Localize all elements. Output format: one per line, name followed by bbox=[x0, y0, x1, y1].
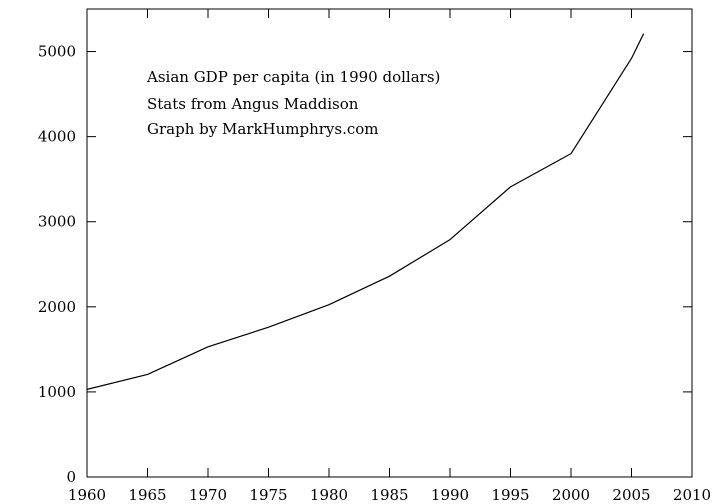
x-tick-label: 2000 bbox=[552, 486, 590, 504]
annotation-line-3: Graph by MarkHumphrys.com bbox=[147, 120, 379, 138]
annotation-line-1: Asian GDP per capita (in 1990 dollars) bbox=[146, 68, 440, 86]
x-tick-label: 1965 bbox=[128, 486, 166, 504]
x-tick-label: 1975 bbox=[249, 486, 287, 504]
y-tick-label: 5000 bbox=[38, 43, 76, 61]
y-tick-label: 0 bbox=[66, 468, 76, 486]
y-tick-label: 2000 bbox=[38, 298, 76, 316]
annotation-block: Asian GDP per capita (in 1990 dollars) S… bbox=[146, 68, 440, 138]
y-tick-label: 1000 bbox=[38, 383, 76, 401]
series-layer bbox=[86, 33, 645, 390]
x-tick-label: 1995 bbox=[491, 486, 529, 504]
x-tick-label: 2010 bbox=[673, 486, 711, 504]
x-tick-label: 1980 bbox=[310, 486, 348, 504]
x-tick-label: 1970 bbox=[189, 486, 227, 504]
annotation-line-2: Stats from Angus Maddison bbox=[147, 95, 359, 113]
x-tick-label: 1960 bbox=[68, 486, 106, 504]
x-tick-label: 1985 bbox=[370, 486, 408, 504]
x-tick-label: 2005 bbox=[612, 486, 650, 504]
y-axis-tick-labels: 0 1000 2000 3000 4000 5000 bbox=[38, 43, 76, 486]
x-axis-ticks bbox=[86, 9, 693, 477]
x-axis-tick-labels: 1960 1965 1970 1975 1980 1985 1990 1995 2000 2005… bbox=[68, 486, 711, 504]
x-tick-label: 1990 bbox=[431, 486, 469, 504]
series-line bbox=[86, 33, 645, 390]
y-tick-label: 4000 bbox=[38, 128, 76, 146]
y-tick-label: 3000 bbox=[38, 213, 76, 231]
y-axis-ticks bbox=[87, 51, 692, 478]
